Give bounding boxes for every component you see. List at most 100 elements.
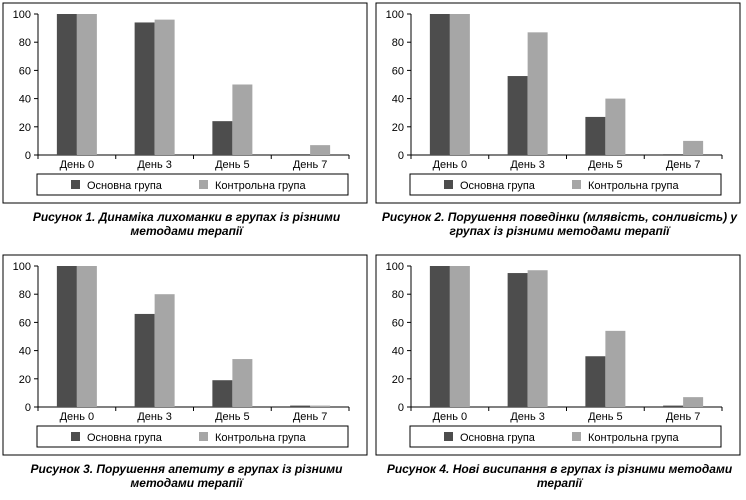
bar-main-3 [212, 121, 233, 155]
bar-main-2 [134, 313, 155, 407]
x-tick-label: День 7 [293, 411, 328, 423]
bar-main-3 [212, 380, 233, 407]
legend-swatch-control [572, 180, 581, 189]
bar-main-4 [663, 154, 684, 155]
y-tick-label: 20 [19, 122, 31, 134]
legend-label-control: Контрольна група [588, 432, 679, 444]
legend-box [409, 173, 722, 196]
legend-label-control: Контрольна група [215, 180, 306, 192]
y-tick-label: 0 [25, 402, 31, 414]
bar-main-1 [56, 266, 77, 407]
bar-control-4 [310, 405, 331, 407]
legend-swatch-control [199, 432, 208, 441]
x-tick-label: День 0 [433, 159, 468, 171]
x-tick-label: День 0 [433, 411, 468, 423]
y-tick-label: 60 [19, 317, 31, 329]
y-tick-label: 80 [392, 289, 404, 301]
legend-swatch-control [572, 432, 581, 441]
legend-box [409, 425, 722, 448]
bar-control-3 [232, 359, 253, 407]
bar-control-2 [527, 32, 548, 155]
x-tick-label: День 5 [215, 159, 250, 171]
chart-frame [375, 2, 741, 204]
legend-label-control: Контрольна група [588, 180, 679, 192]
bar-control-2 [527, 270, 548, 407]
bar-chart-3: 0 20 40 60 80 100 День 0 День 3 День 5 День 7 Осно… [2, 254, 368, 456]
y-tick-label: 80 [19, 289, 31, 301]
y-tick-label: 80 [392, 37, 404, 49]
bar-main-4 [290, 405, 311, 407]
bar-control-3 [605, 98, 626, 155]
legend-label-main: Основна група [87, 180, 163, 192]
figure-caption-4: Рисунок 4. Нові висипання в групах із рі… [373, 462, 746, 490]
x-tick-label: День 0 [60, 411, 95, 423]
chart-panel-2: 0 20 40 60 80 100 День 0 День 3 День 5 День 7 Осно… [373, 0, 746, 248]
chart-panel-1: 0 20 40 60 80 100 День 0 День 3 День 5 День 7 Осно… [0, 0, 373, 248]
legend-label-main: Основна група [460, 180, 536, 192]
caption-number: Рисунок 4. [386, 462, 450, 476]
legend-box [36, 173, 349, 196]
y-tick-label: 20 [19, 374, 31, 386]
y-tick-label: 40 [392, 346, 404, 358]
bar-control-2 [154, 294, 175, 407]
chart-frame [2, 2, 368, 204]
bar-control-2 [154, 19, 175, 155]
y-tick-label: 60 [392, 65, 404, 77]
caption-text: Динаміка лихоманки в групах із різними м… [98, 210, 341, 238]
legend-swatch-main [71, 432, 80, 441]
caption-text: Порушення апетиту в групах із різними ме… [96, 462, 343, 490]
bar-main-3 [585, 356, 606, 407]
figure-caption-3: Рисунок 3. Порушення апетиту в групах із… [0, 462, 373, 490]
bar-main-2 [507, 76, 528, 155]
bar-control-4 [683, 140, 704, 155]
y-tick-label: 100 [13, 9, 31, 21]
x-tick-label: День 5 [588, 411, 623, 423]
x-tick-label: День 3 [137, 159, 172, 171]
y-tick-label: 60 [19, 65, 31, 77]
legend-swatch-control [199, 180, 208, 189]
bar-control-1 [76, 266, 97, 407]
bar-control-1 [449, 266, 470, 407]
chart-frame [2, 254, 368, 456]
chart-panel-3: 0 20 40 60 80 100 День 0 День 3 День 5 День 7 Осно… [0, 252, 373, 500]
bar-control-1 [449, 14, 470, 155]
bar-chart-1: 0 20 40 60 80 100 День 0 День 3 День 5 День 7 Осно… [2, 2, 368, 204]
y-tick-label: 100 [13, 261, 31, 273]
bar-chart-2: 0 20 40 60 80 100 День 0 День 3 День 5 День 7 Осно… [375, 2, 741, 204]
legend-label-control: Контрольна група [215, 432, 306, 444]
x-tick-label: День 5 [588, 159, 623, 171]
bar-main-2 [134, 22, 155, 156]
x-tick-label: День 3 [510, 159, 545, 171]
y-tick-label: 40 [19, 346, 31, 358]
bar-control-4 [310, 145, 331, 155]
bar-main-4 [663, 405, 684, 407]
bar-main-2 [507, 273, 528, 407]
bar-chart-4: 0 20 40 60 80 100 День 0 День 3 День 5 День 7 Осно… [375, 254, 741, 456]
y-tick-label: 20 [392, 374, 404, 386]
bar-main-1 [56, 14, 77, 155]
bar-main-3 [585, 116, 606, 155]
y-tick-label: 20 [392, 122, 404, 134]
bar-main-4 [290, 154, 311, 155]
x-tick-label: День 3 [510, 411, 545, 423]
bar-main-1 [429, 14, 450, 155]
figure-caption-2: Рисунок 2. Порушення поведінки (млявість… [373, 210, 746, 238]
legend-swatch-main [444, 432, 453, 441]
bar-control-3 [232, 84, 253, 155]
legend-box [36, 425, 349, 448]
x-tick-label: День 3 [137, 411, 172, 423]
caption-text: Порушення поведінки (млявість, сонливіст… [447, 210, 738, 238]
y-tick-label: 60 [392, 317, 404, 329]
y-tick-label: 40 [392, 94, 404, 106]
y-tick-label: 100 [386, 9, 404, 21]
y-tick-label: 100 [386, 261, 404, 273]
legend-label-main: Основна група [460, 432, 536, 444]
caption-text: Нові висипання в групах із різними метод… [452, 462, 733, 490]
y-tick-label: 40 [19, 94, 31, 106]
legend-swatch-main [71, 180, 80, 189]
caption-number: Рисунок 1. [32, 210, 96, 224]
x-tick-label: День 0 [60, 159, 95, 171]
figure-caption-1: Рисунок 1. Динаміка лихоманки в групах і… [0, 210, 373, 238]
bar-main-1 [429, 266, 450, 407]
caption-number: Рисунок 2. [381, 210, 445, 224]
